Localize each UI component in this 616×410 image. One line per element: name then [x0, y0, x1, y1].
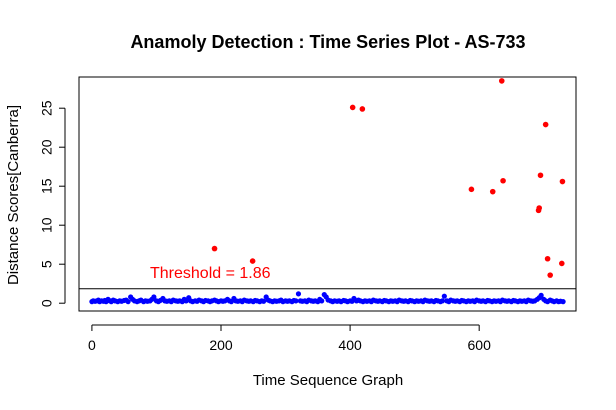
y-tick-label: 0 [39, 299, 55, 307]
normal-point [439, 298, 445, 304]
x-axis: 0 200 400 600 [88, 324, 492, 353]
anomaly-point [468, 186, 475, 193]
x-tick-label: 600 [468, 337, 492, 353]
y-tick-label: 5 [39, 260, 55, 268]
x-axis-label: Time Sequence Graph [253, 372, 403, 389]
threshold-label: Threshold = 1.86 [150, 265, 271, 282]
plot-frame [78, 76, 577, 312]
y-tick-label: 20 [39, 139, 55, 155]
x-tick-label: 400 [338, 337, 362, 353]
normal-point [151, 294, 157, 300]
y-axis-label: Distance Scores[Canberra] [5, 105, 22, 285]
threshold-layer: Threshold = 1.86 [79, 265, 576, 290]
y-tick-label: 10 [39, 217, 55, 233]
anomaly-point [559, 178, 566, 185]
anomaly-point [544, 255, 551, 262]
normal-point [538, 292, 544, 298]
normal-point [125, 299, 131, 305]
x-tick-label: 200 [209, 337, 233, 353]
anomaly-point [537, 172, 544, 179]
anomaly-point [498, 78, 505, 84]
anomaly-point [547, 272, 553, 278]
anomaly-point [359, 106, 366, 112]
anomaly-point [211, 245, 218, 252]
anomaly-point [249, 258, 256, 264]
points-layer [89, 78, 566, 305]
anomaly-point [489, 188, 496, 195]
normal-point [319, 298, 325, 304]
y-axis: 0 5 10 15 20 25 [39, 100, 66, 307]
anomaly-point [536, 205, 543, 211]
chart-title: Anamoly Detection : Time Series Plot - A… [130, 32, 525, 52]
normal-point [295, 291, 302, 297]
anomaly-point [559, 260, 565, 267]
normal-point [293, 298, 299, 304]
normal-point [441, 293, 447, 299]
x-tick-label: 0 [88, 337, 96, 353]
y-tick-label: 15 [39, 178, 55, 194]
anomaly-point [500, 177, 506, 184]
normal-point [261, 298, 267, 304]
y-tick-label: 25 [39, 100, 55, 116]
anomaly-point [349, 104, 356, 111]
normal-point [560, 299, 566, 305]
anomaly-point [542, 121, 549, 128]
